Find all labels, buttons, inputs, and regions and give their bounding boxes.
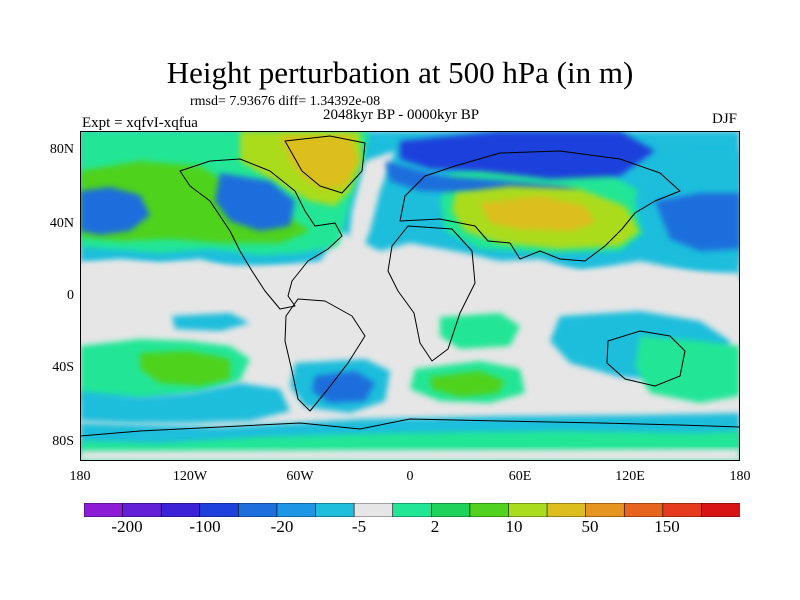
field-south-africa-green [440,313,520,349]
colorbar-swatch-6 [276,503,317,517]
season-label: DJF [712,111,738,127]
lat-label-40s: 40S [52,360,74,375]
map-frame [80,131,740,461]
field-south-indian-lime [430,371,505,397]
colorbar-swatch-11 [469,503,510,517]
lon-label-60w: 60W [286,469,314,484]
colorbar-label-7: 50 [581,517,599,536]
field-east-pacific-blue [655,193,740,251]
colorbar-swatch-15 [623,503,664,517]
colorbar-swatch-9 [392,503,433,517]
field-antarctic-gray [80,449,740,461]
lat-label-80n: 80N [49,142,74,157]
field-tropics-lightgray [80,263,740,311]
chart-title: Height perturbation at 500 hPa (in m) [166,55,634,90]
field-greenland-yellow [280,136,358,189]
lon-label-120e: 120E [615,469,645,484]
lon-label-180-east: 180 [729,469,751,484]
lon-label-0: 0 [406,469,414,484]
colorbar-swatch-3 [160,503,201,517]
contour-fields [80,131,740,461]
coast-africa [387,225,476,362]
colorbar-label-6: 10 [505,517,523,536]
colorbar-label-8: 150 [654,517,680,536]
colorbar-swatch-4 [199,503,240,517]
field-atlantic-gap [348,151,395,251]
lat-label-40n: 40N [49,216,74,231]
colorbar-swatch-16 [662,503,703,517]
experiment-label: Expt = xqfvI-xqfua [82,115,198,131]
statistics-text: rmsd= 7.93676 diff= 1.34392e-08 [190,94,381,109]
field-asia-yellow [480,196,595,231]
coast-south-america [284,298,366,412]
colorbar-swatch-5 [238,503,278,517]
colorbar-swatch-2 [122,503,162,517]
coast-antarctica [80,418,740,437]
lon-label-180-west: 180 [69,469,91,484]
field-arctic-blue [400,131,655,179]
colorbar-swatch-7 [315,503,355,517]
coast-australia [606,330,686,387]
lat-label-80s: 80S [52,434,74,449]
field-southeast-green [635,336,740,403]
colorbar [84,503,740,517]
lat-label-0: 0 [67,288,74,303]
coast-north-america [179,158,343,310]
coast-eurasia [399,150,681,262]
colorbar-swatch-10 [430,503,471,517]
coastlines [80,135,740,437]
lon-label-60e: 60E [508,469,532,484]
lon-label-120w: 120W [172,469,208,484]
colorbar-swatch-17 [701,503,740,517]
colorbar-label-1: -200 [111,517,143,536]
field-south-atlantic-blue [312,371,375,403]
field-north-pacific-blue [80,187,150,235]
colorbar-swatch-12 [508,503,548,517]
field-canada-blue [215,173,295,231]
period-label: 2048kyr BP - 0000kyr BP [323,107,480,123]
colorbar-swatch-13 [546,503,587,517]
colorbar-label-5: 2 [430,517,440,536]
field-south-pacific-cyan-1 [172,313,250,331]
colorbar-label-3: -20 [270,517,294,536]
height-perturbation-map [80,131,740,461]
colorbar-swatch-8 [353,503,394,517]
colorbar-label-2: -100 [189,517,221,536]
field-south-pacific-lime [140,351,230,386]
colorbar-swatch-14 [585,503,626,517]
colorbar-swatch-1 [84,503,124,517]
coast-greenland [284,135,366,194]
field-south-pacific-cyan-2 [80,383,290,423]
colorbar-label-4: -5 [351,517,367,536]
